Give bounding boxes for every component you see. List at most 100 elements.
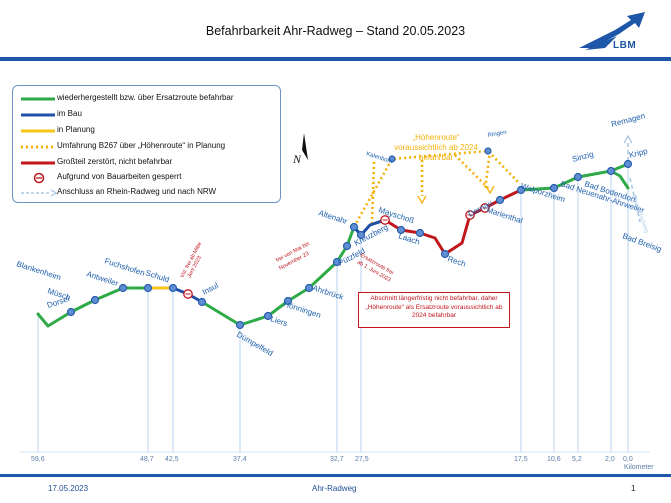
station-node [623,159,633,169]
legend-item-yellow: in Planung [13,125,280,137]
footer-title: Ahr-Radweg [312,484,357,493]
place-label: Sinzig [571,150,594,164]
page-number: 1 [631,484,636,493]
place-label: Altenahr [317,208,348,226]
station-node [606,166,616,176]
note-frei-mai-nov: frei von Mai bis November 23 [275,241,311,272]
station-node [263,311,273,321]
stations [66,147,633,330]
blue-line-icon [21,113,55,117]
km-label: 32,7 [330,456,344,463]
orange-dotted-line-icon [21,145,55,149]
station-node [516,185,526,195]
station-node [66,307,76,317]
side-label: Kalenborn [365,151,393,165]
station-node [235,320,245,330]
rhein-connection-line [627,140,641,223]
place-label: Kripp [628,146,649,160]
station-node [90,295,100,305]
green-line-icon [21,97,55,101]
place-label: Remagen [610,111,646,129]
legend-item-closed: Aufgrund von Bauarbeiten gesperrt [13,172,280,184]
place-label: Rech [446,254,467,268]
km-label: 37,4 [233,456,247,463]
note-vsl-frei: Vsl. frei ab Mitte Juni 2023 [179,241,203,279]
km-label: 59,6 [31,456,45,463]
station-node [304,283,314,293]
header-divider [0,57,671,61]
hoehenroute-note: „Höhenroute“ voraussichtlich ab 2024 bef… [394,133,478,162]
station-node [484,147,492,155]
red-line-icon [21,161,55,165]
hoehenroute-line [352,149,521,228]
page-title: Befahrbarkeit Ahr-Radweg – Stand 20.05.2… [205,24,466,38]
yellow-line-icon [21,129,55,133]
section-note-box: Abschnitt längerfristig nicht befahrbar,… [358,292,510,328]
legend: wiederhergestellt bzw. über Ersatzroute … [12,85,281,203]
place-label: Liers [269,314,288,328]
svg-text:voraussichtlich ab 2024: voraussichtlich ab 2024 [394,143,478,152]
place-label: Marienthal [485,205,524,225]
station-node [143,283,153,293]
dashed-arrow-icon [21,189,58,197]
station-node [356,230,366,240]
legend-label: Anschluss an Rhein-Radweg und nach NRW [57,187,217,196]
legend-item-orange-dotted: Umfahrung B267 über „Höhenroute“ in Plan… [13,141,280,153]
station-node [415,228,425,238]
station-node [283,296,293,306]
station-node [388,155,396,163]
station-node [342,241,352,251]
lbm-logo [579,12,645,50]
footer-divider [0,474,671,477]
legend-label: Großteil zerstört, nicht befahrbar [57,157,173,166]
legend-item-green: wiederhergestellt bzw. über Ersatzroute … [13,93,280,105]
legend-item-blue: im Bau [13,109,280,121]
km-label: 10,6 [547,456,561,463]
closed-marker-icon [33,172,45,184]
station-node [349,222,359,232]
legend-label: Umfahrung B267 über „Höhenroute“ in Plan… [57,141,226,150]
station-node [573,172,583,182]
place-label: Antweiler [85,269,119,288]
legend-label: im Bau [57,109,82,118]
km-label: 42,5 [165,456,179,463]
legend-label: wiederhergestellt bzw. über Ersatzroute … [57,93,234,102]
km-label: 0,0 [623,456,633,463]
legend-label: in Planung [57,125,95,134]
place-label: Dümpelfeld [235,330,275,358]
place-label: Fuchshofen [103,256,146,277]
km-label: 27,5 [355,456,369,463]
km-label: 5,2 [572,456,582,463]
legend-label: Aufgrund von Bauarbeiten gesperrt [57,172,182,181]
station-node [396,225,406,235]
svg-text:befahrbar: befahrbar [419,153,454,162]
station-node [168,283,178,293]
svg-text:„Höhenroute“: „Höhenroute“ [412,133,459,142]
place-label: Ahrbrück [311,283,345,302]
km-label: 48,7 [140,456,154,463]
compass-label: N [292,152,302,166]
place-label: Hönningen [282,299,322,320]
side-label: Ringen [487,130,507,139]
place-label: Schuld [144,268,170,284]
footer-date: 17.05.2023 [48,484,89,493]
km-label: 17,5 [514,456,528,463]
place-label: Insul [201,281,220,297]
legend-item-red: Großteil zerstört, nicht befahrbar [13,157,280,169]
note-ersatzroute: Ersatzroute frei ab 1. Juni 2023 [356,253,394,284]
legend-item-connection: Anschluss an Rhein-Radweg und nach NRW [13,187,280,199]
rhein-radweg-label: Rhein-Radweg [630,195,649,234]
station-node [495,195,505,205]
km-unit-label: Kilometer [624,464,654,471]
km-label: 2,0 [605,456,615,463]
station-node [549,183,559,193]
station-node [197,297,207,307]
north-arrow-icon: N [292,133,308,166]
station-node [440,249,450,259]
logo-text: LBM [613,40,637,51]
km-labels: 59,6 48,7 42,5 37,4 32,7 27,5 17,5 10,6 … [31,456,654,471]
km-droplines [37,168,629,452]
place-label: Blankenheim [15,259,62,282]
station-node [118,283,128,293]
